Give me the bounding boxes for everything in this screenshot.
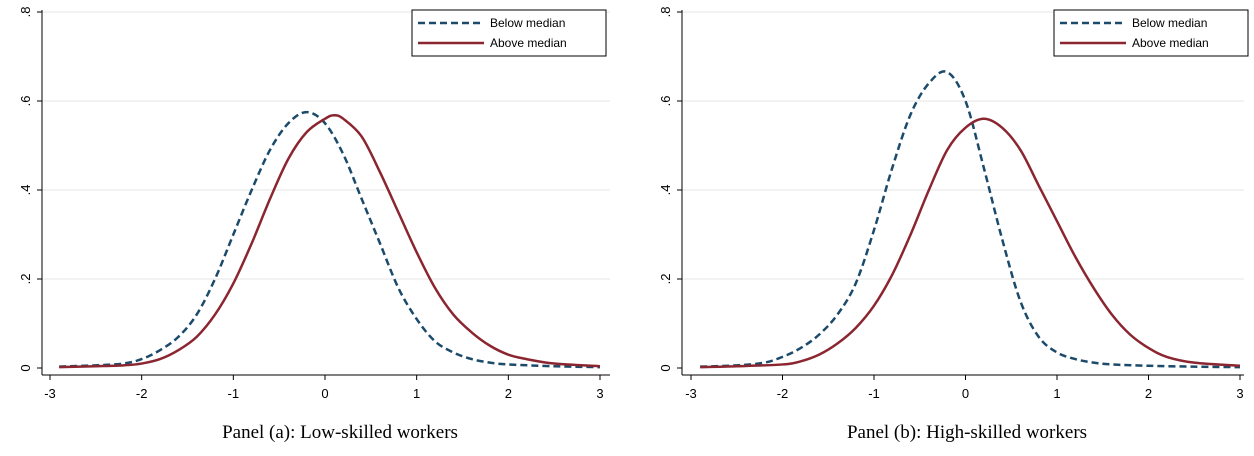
legend-label-a-1: Above median (490, 36, 567, 50)
x-tick-label-b-4: 1 (1053, 386, 1060, 401)
x-tick-label-b-3: 0 (962, 386, 969, 401)
y-tick-label-b-2: .4 (658, 185, 673, 196)
legend-box-b (1053, 9, 1249, 57)
x-tick-label-a-0: -3 (44, 386, 56, 401)
series-line-a-below-median (59, 110, 601, 369)
legend-label-a-0: Below median (490, 16, 565, 30)
chart-a-svg: 0 .2 .4 .6 .8 -3 -2 -1 0 1 2 3 Below median Above med… (18, 7, 610, 401)
x-tick-label-b-2: -1 (868, 386, 880, 401)
series-line-b-below-median (700, 70, 1241, 369)
legend-b: Below median Above median (1053, 9, 1249, 57)
y-tick-label-b-0: 0 (658, 364, 673, 371)
y-tick-label-b-4: .8 (658, 7, 673, 18)
x-tick-label-a-2: -1 (228, 386, 240, 401)
x-tick-label-b-6: 3 (1236, 386, 1243, 401)
x-tick-label-b-0: -3 (685, 386, 697, 401)
series-line-a-above-median (59, 113, 601, 369)
x-tick-label-b-1: -2 (777, 386, 789, 401)
panel-a-caption: Panel (a): Low-skilled workers (222, 422, 458, 443)
x-tick-label-a-1: -2 (136, 386, 148, 401)
x-tick-label-a-4: 1 (413, 386, 420, 401)
y-tick-label-a-3: .6 (18, 96, 33, 107)
legend-label-b-1: Above median (1132, 36, 1209, 50)
y-tick-label-a-1: .2 (18, 274, 33, 285)
series-line-b-above-median (700, 117, 1241, 369)
legend-a: Below median Above median (411, 9, 607, 57)
x-tick-label-a-3: 0 (321, 386, 328, 401)
legend-label-b-0: Below median (1132, 16, 1207, 30)
x-tick-label-a-5: 2 (505, 386, 512, 401)
chart-panel-b: 0 .2 .4 .6 .8 -3 -2 -1 0 1 2 3 Below median Above med… (640, 0, 1254, 420)
y-tick-label-a-4: .8 (18, 7, 33, 18)
x-tick-label-b-5: 2 (1145, 386, 1152, 401)
panel-b-caption: Panel (b): High-skilled workers (846, 422, 1088, 443)
y-tick-label-b-3: .6 (658, 96, 673, 107)
legend-box-a (411, 9, 607, 57)
chart-b-svg: 0 .2 .4 .6 .8 -3 -2 -1 0 1 2 3 Below median Above med… (658, 7, 1249, 401)
y-tick-label-a-2: .4 (18, 185, 33, 196)
chart-panel-a: 0 .2 .4 .6 .8 -3 -2 -1 0 1 2 3 Below median Above med… (0, 0, 640, 420)
x-tick-label-a-6: 3 (596, 386, 603, 401)
y-tick-label-b-1: .2 (658, 274, 673, 285)
y-tick-label-a-0: 0 (18, 364, 33, 371)
